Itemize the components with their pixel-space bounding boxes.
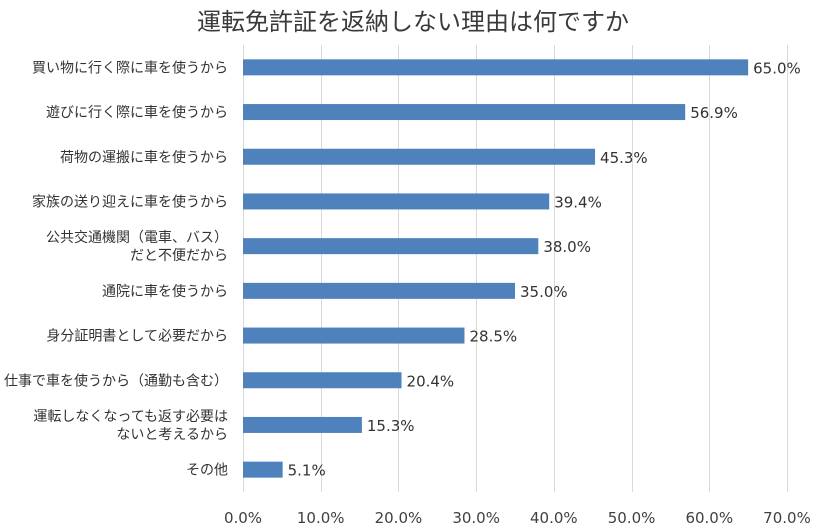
x-tick-label: 10.0% bbox=[297, 509, 345, 527]
x-tick-label: 0.0% bbox=[224, 509, 262, 527]
category-label-line: 運転しなくなっても返す必要は bbox=[33, 409, 228, 425]
category-label-line: ないと考えるから bbox=[116, 427, 228, 443]
data-label: 35.0% bbox=[520, 283, 568, 301]
category-label-line: 荷物の運搬に車を使うから bbox=[60, 149, 228, 166]
category-label: 運転しなくなっても返す必要はないと考えるから bbox=[33, 409, 228, 443]
category-label-line: 身分証明書として必要だから bbox=[46, 329, 228, 345]
bar-7 bbox=[243, 327, 465, 344]
category-label: 身分証明書として必要だから bbox=[46, 329, 228, 345]
category-label: 遊びに行く際に車を使うから bbox=[46, 104, 228, 121]
bar-2 bbox=[243, 104, 686, 121]
data-label: 28.5% bbox=[469, 328, 517, 346]
category-label-line: 公共交通機関（電車、バス） bbox=[46, 229, 228, 246]
bar-4 bbox=[243, 193, 550, 210]
x-tick-label: 40.0% bbox=[530, 509, 578, 527]
category-label: 公共交通機関（電車、バス） だと不便だから bbox=[46, 229, 228, 264]
category-label-line: 仕事で車を使うから（通勤も含む） bbox=[4, 372, 228, 389]
category-label: 買い物に行く際に車を使うから bbox=[32, 59, 228, 76]
data-label: 45.3% bbox=[600, 149, 648, 167]
category-label-line: 家族の送り迎えに車を使うから bbox=[32, 193, 228, 210]
bar-1 bbox=[243, 59, 749, 76]
x-tick-label: 50.0% bbox=[608, 509, 656, 527]
category-label: 仕事で車を使うから（通勤も含む） bbox=[4, 372, 228, 389]
bar-10 bbox=[243, 461, 283, 478]
bar-6 bbox=[243, 282, 515, 299]
bar-9 bbox=[243, 416, 362, 433]
data-label: 39.4% bbox=[554, 193, 602, 211]
category-label: 家族の送り迎えに車を使うから bbox=[32, 193, 228, 210]
data-label: 38.0% bbox=[543, 238, 591, 256]
category-label-line: 遊びに行く際に車を使うから bbox=[46, 104, 228, 121]
category-label-line: だと不便だから bbox=[130, 248, 228, 264]
data-label: 56.9% bbox=[690, 104, 738, 122]
bar-3 bbox=[243, 148, 596, 165]
category-label: 通院に車を使うから bbox=[102, 283, 228, 300]
data-label: 15.3% bbox=[367, 417, 415, 435]
category-label-line: 通院に車を使うから bbox=[102, 283, 228, 300]
category-label: 荷物の運搬に車を使うから bbox=[60, 149, 228, 166]
category-label-line: 買い物に行く際に車を使うから bbox=[32, 59, 228, 76]
x-tick-label: 30.0% bbox=[452, 509, 500, 527]
chart-title: 運転免許証を返納しない理由は何ですか bbox=[197, 8, 629, 36]
x-tick-label: 20.0% bbox=[375, 509, 423, 527]
category-label-line: その他 bbox=[186, 463, 228, 479]
data-label: 5.1% bbox=[288, 462, 326, 480]
bar-8 bbox=[243, 372, 402, 389]
category-label: その他 bbox=[186, 463, 228, 479]
x-tick-label: 70.0% bbox=[763, 509, 811, 527]
data-label: 65.0% bbox=[753, 59, 801, 77]
data-label: 20.4% bbox=[407, 372, 455, 390]
bar-5 bbox=[243, 238, 539, 255]
x-tick-label: 60.0% bbox=[685, 509, 733, 527]
